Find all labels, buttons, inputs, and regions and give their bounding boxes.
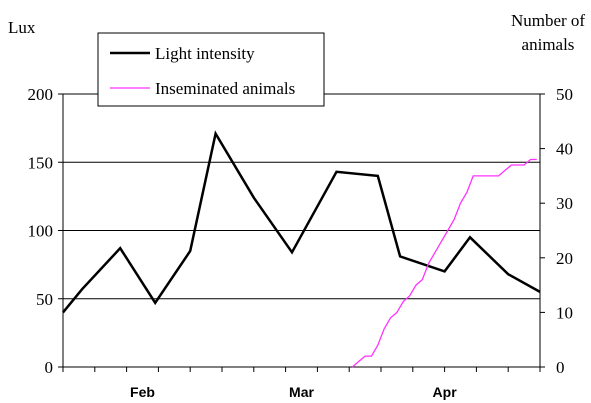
left-tick-label: 0 bbox=[45, 358, 54, 377]
right-tick-label: 30 bbox=[556, 194, 573, 213]
legend-label: Light intensity bbox=[155, 44, 255, 63]
left-tick-label: 50 bbox=[36, 290, 53, 309]
series-line-inseminated-animals bbox=[351, 158, 537, 368]
series-line-light-intensity bbox=[62, 130, 541, 314]
right-tick-label: 20 bbox=[556, 249, 573, 268]
right-tick-label: 50 bbox=[556, 85, 573, 104]
left-tick-label: 100 bbox=[28, 222, 54, 241]
x-tick-label: Feb bbox=[130, 384, 155, 400]
left-tick-label: 150 bbox=[28, 153, 54, 172]
right-tick-label: 0 bbox=[556, 358, 565, 377]
left-axis-title: Lux bbox=[8, 18, 36, 37]
right-tick-label: 40 bbox=[556, 140, 573, 159]
right-axis-title-line: Number of bbox=[511, 11, 585, 30]
x-tick-label: Mar bbox=[289, 384, 314, 400]
legend-box bbox=[97, 32, 325, 107]
right-tick-label: 10 bbox=[556, 303, 573, 322]
left-tick-label: 200 bbox=[28, 85, 54, 104]
legend-label: Inseminated animals bbox=[155, 79, 295, 98]
x-tick-label: Apr bbox=[433, 384, 458, 400]
right-axis-title-line: animals bbox=[522, 35, 575, 54]
